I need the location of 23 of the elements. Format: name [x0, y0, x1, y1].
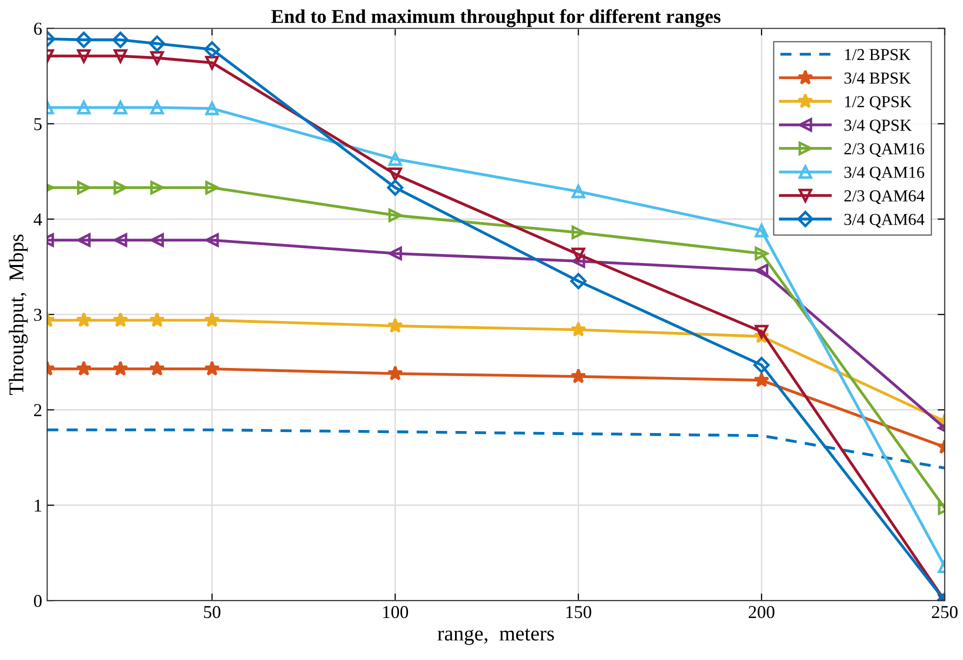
legend-label: 3/4 QAM64	[844, 214, 924, 228]
y-tick-label: 3	[34, 308, 42, 321]
y-tick-label: 5	[34, 118, 42, 130]
legend-label: 3/4 QPSK	[844, 120, 912, 134]
chart-title: End to End maximum throughput for different ranges	[271, 9, 720, 28]
y-tick-label: 2	[34, 404, 42, 416]
x-tick-label: 200	[748, 606, 774, 618]
x-axis-title: range, meters	[438, 628, 554, 645]
legend-label: 3/4 BPSK	[844, 72, 911, 84]
legend-label: 1/2 BPSK	[845, 49, 911, 60]
legend-label: 2/3 QAM16	[844, 143, 924, 157]
y-tick-label: 0	[34, 594, 42, 608]
legend-label: 3/4 QAM16	[844, 166, 924, 180]
y-tick-label: 6	[34, 22, 42, 35]
y-tick-label: 4	[34, 214, 42, 226]
legend-label: 1/2 QPSK	[845, 96, 912, 110]
x-tick-label: 100	[383, 606, 408, 618]
x-tick-label: 250	[932, 606, 958, 618]
y-tick-label: 1	[34, 500, 42, 512]
x-tick-label: 50	[204, 606, 220, 618]
x-tick-label: 150	[566, 606, 592, 618]
y-axis-title: Throughput, Mbps	[8, 234, 28, 395]
legend-label: 2/3 QAM64	[844, 190, 924, 204]
